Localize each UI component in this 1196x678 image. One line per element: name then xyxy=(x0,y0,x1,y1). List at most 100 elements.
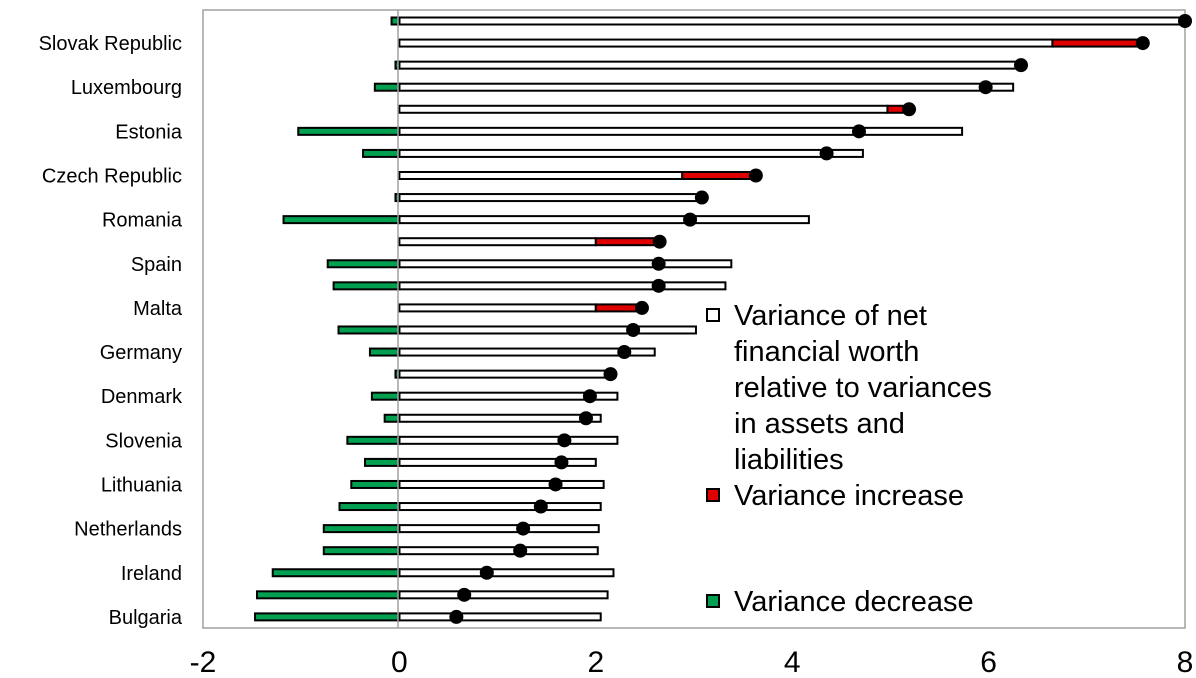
bar-decrease-23 xyxy=(322,524,401,534)
marker-3 xyxy=(978,80,993,95)
marker-11 xyxy=(651,256,666,271)
marker-22 xyxy=(533,499,548,514)
bar-decrease-14 xyxy=(337,325,401,335)
category-label: Spain xyxy=(131,254,182,276)
bar-base-11 xyxy=(398,259,733,269)
bar-base-26 xyxy=(398,590,609,600)
marker-16 xyxy=(603,367,618,382)
bar-decrease-12 xyxy=(332,281,401,291)
bar-base-10 xyxy=(398,237,597,247)
marker-10 xyxy=(652,234,667,249)
bar-base-13 xyxy=(398,303,597,313)
bar-base-2 xyxy=(398,60,1020,70)
marker-group xyxy=(449,14,1192,624)
bar-decrease-18 xyxy=(383,413,401,423)
marker-19 xyxy=(557,433,572,448)
legend-swatch-decrease xyxy=(706,594,720,608)
legend-label-increase: Variance increase xyxy=(734,480,964,512)
marker-12 xyxy=(651,278,666,293)
marker-0 xyxy=(1178,14,1192,28)
bar-base-8 xyxy=(398,193,703,203)
plot-area-border xyxy=(202,9,1186,629)
bar-group xyxy=(254,16,1186,622)
bar-base-18 xyxy=(398,413,602,423)
marker-24 xyxy=(513,543,528,558)
marker-15 xyxy=(617,345,632,360)
bar-decrease-3 xyxy=(373,82,401,92)
marker-18 xyxy=(578,411,593,426)
marker-7 xyxy=(748,168,763,183)
x-tick-label: 6 xyxy=(980,646,997,678)
marker-25 xyxy=(479,565,494,580)
bar-increase-1 xyxy=(1051,38,1142,48)
marker-2 xyxy=(1014,58,1029,73)
legend-item-decrease: Variance decrease xyxy=(706,584,996,620)
marker-26 xyxy=(457,587,472,602)
category-label: Romania xyxy=(102,210,183,232)
bar-decrease-22 xyxy=(338,502,401,512)
bar-decrease-17 xyxy=(370,391,401,401)
bar-decrease-6 xyxy=(362,148,401,158)
bar-decrease-11 xyxy=(326,259,401,269)
bar-base-4 xyxy=(398,104,889,114)
bar-decrease-15 xyxy=(368,347,401,357)
bar-base-14 xyxy=(398,325,697,335)
bar-base-1 xyxy=(398,38,1054,48)
category-label: Ireland xyxy=(121,563,182,585)
category-label: Lithuania xyxy=(101,474,183,496)
legend-swatch-base xyxy=(706,308,720,322)
x-tick-label: 8 xyxy=(1177,646,1194,678)
bar-base-22 xyxy=(398,502,602,512)
x-tick-label: 0 xyxy=(391,646,408,678)
legend-label-base: Variance of net financial worth relative… xyxy=(734,300,992,476)
marker-4 xyxy=(902,102,917,117)
category-label: Germany xyxy=(100,342,182,364)
marker-17 xyxy=(582,389,597,404)
category-label: Malta xyxy=(133,298,183,320)
legend-swatch-increase xyxy=(706,488,720,502)
category-label: Bulgaria xyxy=(109,607,183,629)
category-label: Slovenia xyxy=(105,430,183,452)
category-label: Netherlands xyxy=(74,519,182,541)
bar-base-5 xyxy=(398,126,964,136)
category-label: Estonia xyxy=(115,121,183,143)
marker-23 xyxy=(516,521,531,536)
marker-21 xyxy=(548,477,563,492)
category-label: Luxembourg xyxy=(71,77,182,99)
marker-5 xyxy=(851,124,866,139)
bar-base-24 xyxy=(398,546,599,556)
marker-13 xyxy=(634,300,649,315)
bar-decrease-27 xyxy=(254,612,401,622)
bar-base-9 xyxy=(398,215,810,225)
bar-base-3 xyxy=(398,82,1015,92)
bar-base-7 xyxy=(398,170,684,180)
marker-14 xyxy=(626,322,641,337)
bar-decrease-25 xyxy=(271,568,401,578)
bar-decrease-24 xyxy=(322,546,401,556)
x-tick-label: 4 xyxy=(784,646,801,678)
x-tick-label: 2 xyxy=(587,646,604,678)
marker-27 xyxy=(449,609,464,624)
bar-decrease-21 xyxy=(350,479,401,489)
bar-decrease-26 xyxy=(256,590,401,600)
category-labels: Slovak Republic Luxembourg Estonia Czech Re… xyxy=(39,33,183,629)
bar-increase-10 xyxy=(594,237,661,247)
marker-20 xyxy=(554,455,569,470)
bar-base-15 xyxy=(398,347,656,357)
bar-base-21 xyxy=(398,479,605,489)
bar-base-19 xyxy=(398,435,619,445)
x-tick-labels: -2 0 2 4 6 8 xyxy=(190,646,1194,678)
bar-decrease-5 xyxy=(297,126,401,136)
legend-item-increase: Variance increase xyxy=(706,478,996,514)
bar-base-0 xyxy=(398,16,1186,26)
category-label: Slovak Republic xyxy=(39,33,182,55)
bar-base-16 xyxy=(398,369,612,379)
marker-8 xyxy=(694,190,709,205)
marker-6 xyxy=(819,146,834,161)
category-label: Czech Republic xyxy=(42,165,182,187)
bar-base-25 xyxy=(398,568,615,578)
marker-1 xyxy=(1135,36,1150,51)
bar-decrease-20 xyxy=(364,457,401,467)
legend-label-decrease: Variance decrease xyxy=(734,586,974,618)
